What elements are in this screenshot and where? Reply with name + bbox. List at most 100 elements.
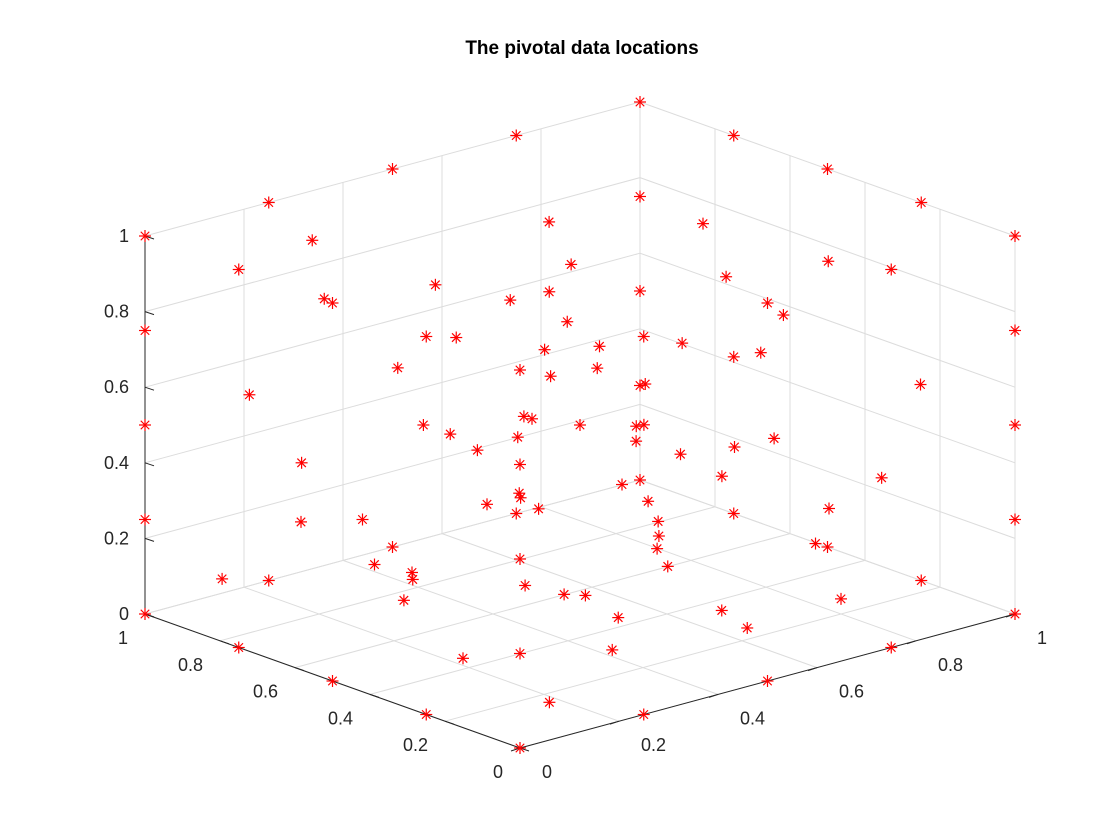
data-point (444, 428, 457, 441)
data-point (885, 641, 898, 654)
y-tick-label: 0.8 (178, 655, 203, 675)
data-point (612, 611, 625, 624)
x-tick-mark (906, 640, 917, 645)
data-point (875, 471, 888, 484)
data-point (728, 441, 741, 453)
x-tick-label: 0.8 (938, 655, 963, 675)
data-point (720, 270, 733, 283)
data-point (417, 419, 430, 431)
chart-title: The pivotal data locations (465, 38, 698, 59)
x-tick-mark (708, 693, 719, 698)
grid-line (243, 586, 620, 722)
data-point (510, 129, 523, 142)
data-point (356, 513, 369, 526)
data-point (262, 196, 275, 209)
data-point (544, 370, 557, 383)
data-point (510, 507, 523, 520)
data-point (397, 594, 410, 607)
data-point (368, 558, 381, 571)
data-point (661, 560, 674, 573)
data-point (1009, 230, 1021, 242)
y-tick-label: 0.2 (403, 735, 428, 755)
data-point (821, 541, 834, 553)
y-tick-mark (294, 667, 305, 672)
data-point (674, 448, 687, 461)
y-tick-label: 1 (118, 628, 128, 648)
grid-line (639, 403, 1016, 539)
data-point (1009, 419, 1021, 431)
data-point (823, 502, 835, 515)
data-point (306, 234, 319, 247)
data-point (513, 487, 526, 500)
data-point (914, 378, 927, 391)
z-tick-mark (144, 311, 155, 316)
data-point (727, 350, 740, 363)
data-point (326, 675, 339, 687)
data-point (821, 163, 834, 175)
x-tick-label: 1 (1037, 628, 1047, 648)
data-point (634, 190, 646, 203)
y-tick-label: 0.6 (253, 682, 278, 702)
data-point (262, 574, 275, 587)
data-point (139, 230, 151, 242)
z-tick-label: 1 (119, 226, 129, 246)
grid-line (219, 506, 716, 642)
grid-line (441, 533, 818, 669)
data-point (406, 566, 418, 579)
z-tick-label: 0.6 (104, 377, 129, 397)
grid-line (540, 506, 917, 642)
data-point (630, 420, 643, 433)
data-point (232, 263, 245, 276)
data-point (406, 573, 419, 586)
data-point (514, 553, 526, 565)
data-points (139, 96, 1021, 754)
data-point (593, 340, 606, 353)
tick-labels: 0 0.2 0.4 0.6 0.8 1 0 0.2 0.4 0.6 0.8 1 0 0.2 0.4 0.6 0.… (104, 226, 1047, 782)
data-point (538, 343, 551, 356)
data-point (1009, 513, 1021, 526)
grid-line (369, 559, 866, 695)
data-point (652, 515, 665, 528)
data-point (139, 513, 151, 526)
grid-line (144, 403, 641, 539)
data-point (630, 435, 643, 448)
grid-line (639, 328, 1016, 464)
y-tick-label: 0.4 (328, 708, 353, 728)
data-point (634, 285, 646, 297)
data-point (768, 432, 781, 445)
data-point (652, 530, 665, 542)
data-point (391, 361, 404, 374)
data-point (519, 579, 532, 592)
data-point (809, 537, 822, 550)
data-point (543, 696, 556, 709)
data-point (471, 444, 484, 457)
data-point (558, 588, 571, 601)
data-point (637, 330, 650, 343)
x-tick-mark (807, 667, 818, 672)
data-point (715, 470, 728, 483)
z-tick-mark (144, 386, 155, 391)
y-tick-mark (369, 693, 380, 698)
data-point (642, 495, 655, 508)
data-point (697, 217, 709, 230)
data-point (457, 652, 469, 665)
grid-line (639, 252, 1016, 388)
data-point (139, 419, 151, 431)
data-point (139, 608, 151, 620)
data-point (450, 331, 463, 344)
data-point (386, 163, 399, 175)
data-point (651, 542, 664, 555)
grid-line (444, 586, 941, 722)
data-point (741, 621, 754, 634)
axis-layer (144, 235, 1016, 752)
data-point (835, 592, 847, 605)
grid-line (144, 177, 641, 313)
data-point (532, 502, 545, 515)
data-point (727, 507, 740, 520)
grid-line (144, 252, 641, 388)
data-point (514, 742, 526, 754)
data-point (514, 364, 526, 376)
data-point (565, 258, 578, 271)
data-point (543, 285, 556, 298)
